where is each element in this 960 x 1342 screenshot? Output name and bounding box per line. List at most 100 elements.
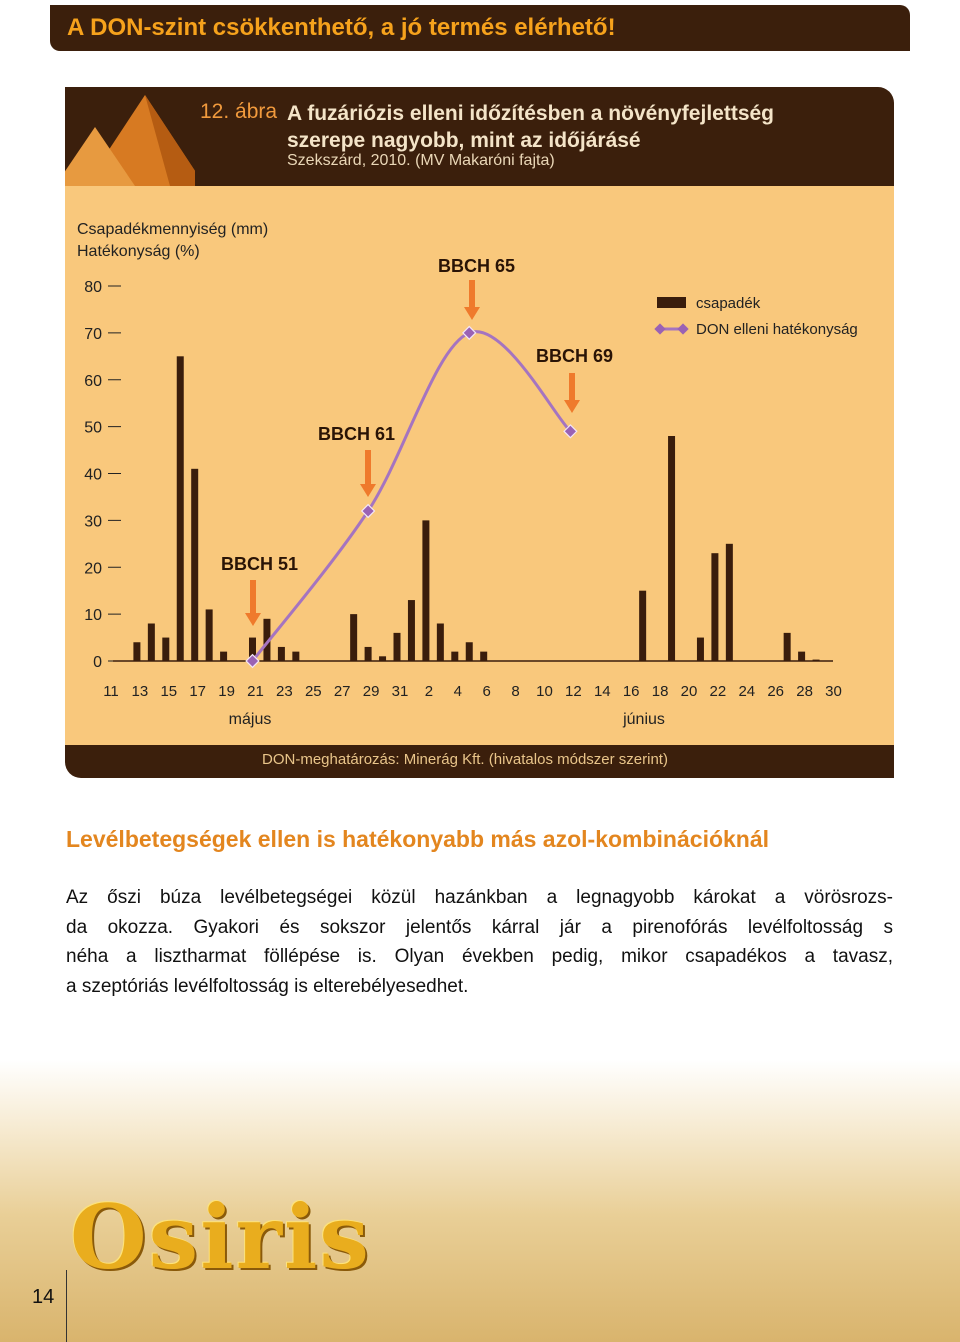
x-tick-label: 11 [103, 683, 119, 700]
pyramids [65, 95, 195, 186]
paragraph-line: néha a lisztharmat föllépése is. Olyan é… [66, 946, 893, 967]
arrow-head [564, 400, 580, 413]
chart-background [65, 186, 894, 745]
x-tick-label: 25 [305, 683, 322, 700]
line-marker [360, 503, 376, 519]
bar [162, 637, 170, 661]
x-tick-label: 23 [276, 683, 293, 700]
paragraph-line: a szeptóriás levélfoltosság is elterebél… [66, 975, 469, 997]
arrow-shaft [365, 450, 371, 485]
bar [480, 651, 488, 661]
x-tick-label: 10 [536, 683, 553, 700]
legend-swatch [657, 297, 686, 308]
month-label: június [622, 711, 665, 728]
bar [364, 646, 372, 661]
x-tick-label: 8 [511, 683, 519, 700]
x-tick-label: 27 [334, 683, 351, 700]
bar [277, 646, 285, 661]
bar [407, 600, 415, 661]
bar [220, 651, 228, 661]
figure-subtitle: Szekszárd, 2010. (MV Makaróni fajta) [287, 152, 555, 169]
x-tick-label: 21 [247, 683, 264, 700]
annotation: BBCH 69 [536, 346, 613, 366]
x-tick-label: 19 [218, 683, 235, 700]
annotation: BBCH 51 [221, 554, 298, 574]
bar [133, 642, 141, 661]
month-label: május [229, 711, 272, 728]
bar [812, 659, 820, 661]
x-tick-label: 22 [710, 683, 727, 700]
line-marker [245, 653, 260, 669]
x-tick-label: 24 [738, 683, 755, 700]
x-tick-label: 12 [565, 683, 582, 700]
x-tick-label: 20 [681, 683, 698, 700]
figure-number: 12. ábra [200, 100, 278, 123]
y-tick-label: 80 [84, 279, 102, 296]
bar [451, 651, 459, 661]
arrow-head [464, 307, 480, 320]
legend-label: DON elleni hatékonyság [696, 321, 858, 338]
x-tick-label: 14 [594, 683, 611, 700]
line-marker [563, 424, 578, 439]
arrow-shaft [569, 373, 575, 401]
x-tick-label: 2 [425, 683, 433, 700]
bar [696, 637, 704, 661]
bar [798, 651, 806, 661]
y-tick-label: 0 [93, 654, 102, 671]
paragraph-line: Az őszi búza levélbetegségei közül hazán… [66, 887, 893, 908]
y-axis-label: Csapadékmennyiség (mm) [77, 221, 268, 238]
x-tick-label: 31 [392, 683, 409, 700]
bar [176, 356, 184, 661]
y-tick-label: 60 [84, 373, 102, 390]
arrow-shaft [469, 280, 475, 308]
arrow-head [360, 484, 376, 497]
wheat-background [0, 1060, 960, 1342]
annotation: BBCH 65 [438, 256, 515, 276]
paragraph: Az őszi búza levélbetegségei közül hazán… [66, 883, 893, 1001]
arrow-shaft [250, 580, 256, 614]
bar [263, 618, 271, 661]
legend-marker [654, 323, 666, 335]
x-tick-label: 4 [454, 683, 462, 700]
page-rule [66, 1270, 67, 1342]
x-tick-label: 13 [132, 683, 149, 700]
line-marker [462, 325, 477, 341]
y-tick-label: 50 [84, 420, 102, 437]
figure-box: 12. ábra A fuzáriózis elleni időzítésben… [65, 87, 894, 778]
logo: Osiris [70, 1185, 371, 1289]
x-tick-label: 29 [363, 683, 380, 700]
bar [711, 553, 719, 661]
page-number: 14 [32, 1286, 55, 1308]
figure-note: DON-meghatározás: Minerág Kft. (hivatalo… [262, 751, 668, 768]
bar [292, 651, 300, 661]
header-title: A DON-szint csökkenthető, a jó termés el… [67, 14, 616, 41]
x-tick-label: 26 [767, 683, 784, 700]
bar [249, 637, 256, 661]
y-tick-label: 20 [84, 560, 102, 577]
y-tick-label: 10 [84, 607, 102, 624]
x-tick-label: 30 [825, 683, 842, 700]
bar [639, 590, 647, 661]
paragraph-line: da okozza. Gyakori és sokszor jelentős k… [66, 916, 893, 938]
bar [422, 520, 430, 661]
x-tick-label: 16 [623, 683, 640, 700]
x-tick-label: 17 [189, 683, 206, 700]
y-tick-label: 70 [84, 326, 102, 343]
x-tick-label: 18 [652, 683, 669, 700]
bar [379, 656, 387, 661]
bar [436, 623, 444, 661]
figure-title: A fuzáriózis elleni időzítésben a növény… [287, 102, 774, 152]
y-tick-label: 30 [84, 513, 102, 530]
section-heading: Levélbetegségek ellen is hatékonyabb más… [66, 826, 770, 852]
bar [393, 632, 401, 661]
x-tick-label: 28 [796, 683, 813, 700]
chart: Csapadékmennyiség (mm) Hatékonyság (%) 0 10… [77, 221, 858, 728]
x-tick-label: 15 [160, 683, 177, 700]
legend-marker [677, 323, 689, 335]
bar [668, 436, 676, 661]
header-bar: A DON-szint csökkenthető, a jó termés el… [50, 5, 910, 51]
bar [725, 543, 733, 661]
bar [205, 609, 213, 661]
legend-label: csapadék [696, 295, 761, 312]
